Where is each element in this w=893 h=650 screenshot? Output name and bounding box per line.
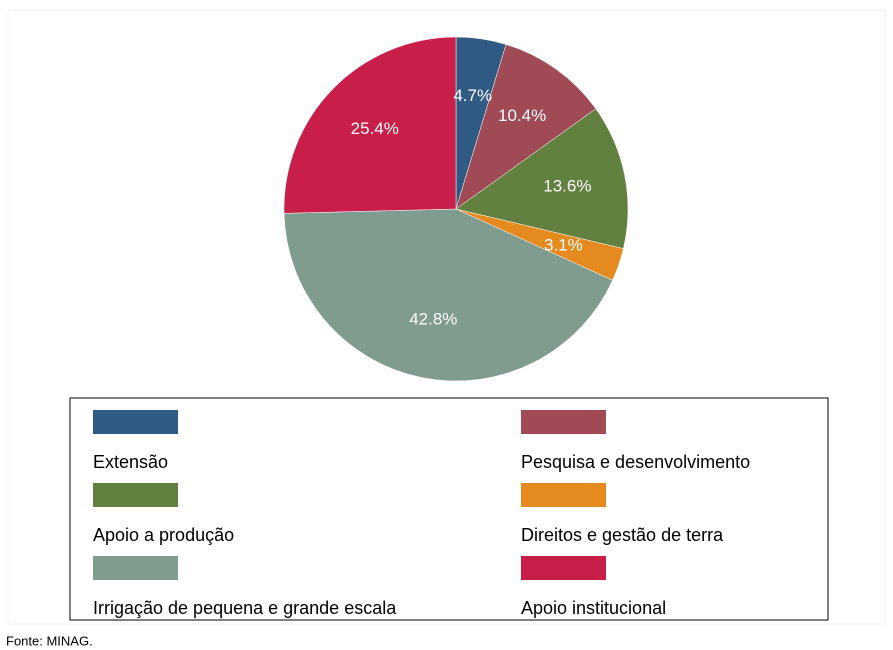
pie-slice xyxy=(455,108,629,249)
legend-swatch xyxy=(521,483,606,507)
legend-label: Irrigação de pequena e grande escala xyxy=(93,598,397,618)
legend-swatch xyxy=(521,556,606,580)
slice-label: 10.4% xyxy=(498,106,546,125)
slice-label: 4.7% xyxy=(453,86,492,105)
legend-swatch xyxy=(93,556,178,580)
slice-label: 13.6% xyxy=(543,177,591,196)
legend-swatch xyxy=(93,410,178,434)
legend-swatch xyxy=(93,483,178,507)
slice-label: 25.4% xyxy=(351,119,399,138)
legend-label: Pesquisa e desenvolvimento xyxy=(521,452,750,472)
pie-slice xyxy=(283,36,457,214)
legend-label: Direitos e gestão de terra xyxy=(521,525,724,545)
legend-label: Extensão xyxy=(93,452,168,472)
pie-slice xyxy=(455,44,597,210)
pie-slice xyxy=(283,208,613,382)
slice-label: 42.8% xyxy=(409,310,457,329)
legend-label: Apoio institucional xyxy=(521,598,666,618)
source-note: Fonte: MINAG. xyxy=(6,633,93,648)
legend-swatch xyxy=(521,410,606,434)
legend-label: Apoio a produção xyxy=(93,525,234,545)
slice-label: 3.1% xyxy=(544,235,583,254)
legend-box xyxy=(69,397,829,621)
